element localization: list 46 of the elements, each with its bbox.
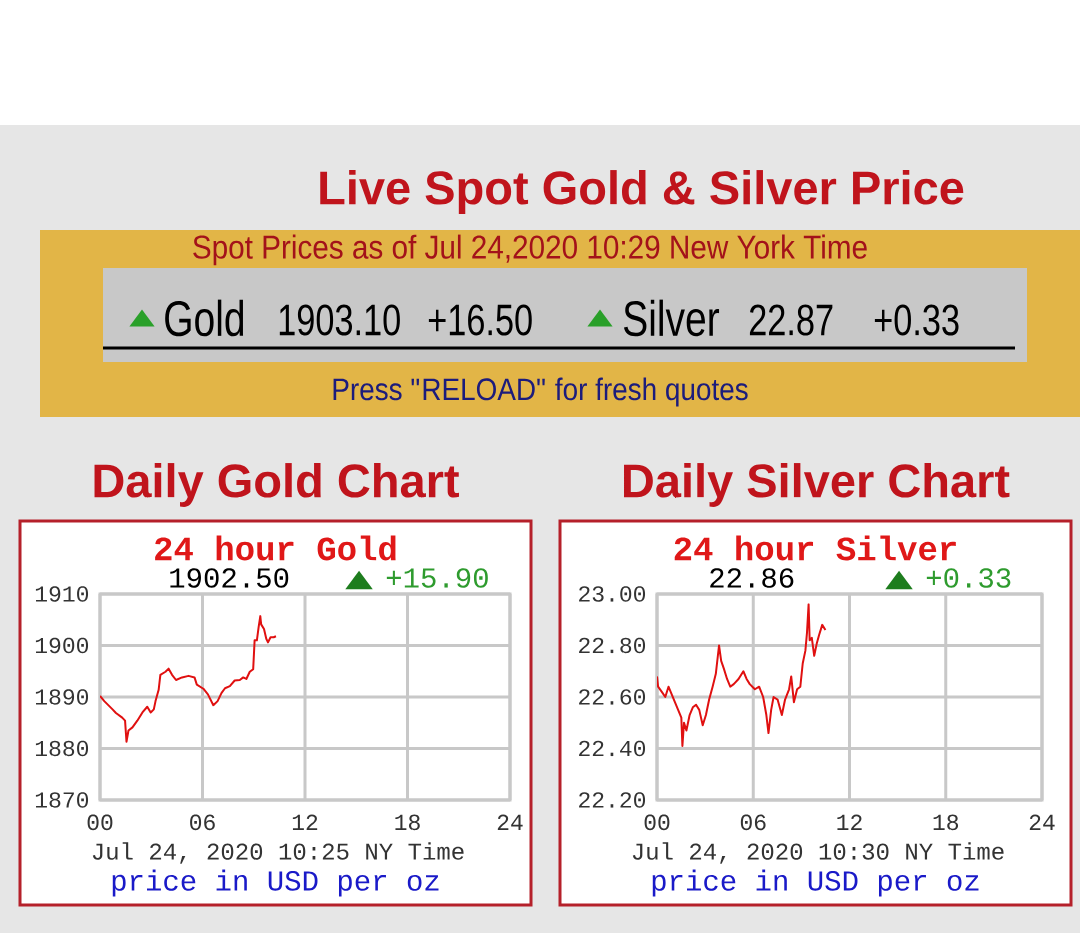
x-tick-label: 12 — [292, 814, 318, 830]
y-tick-label: 1890 — [35, 689, 89, 705]
chart-subtitle: 24 hour Gold — [155, 535, 396, 561]
y-tick-label: 22.40 — [579, 740, 646, 757]
y-tick-label: 1910 — [35, 586, 89, 602]
y-tick-label: 1900 — [35, 637, 89, 654]
text: Spot Prices as of Jul 24,2020 10:29 New York Time — [193, 234, 867, 266]
text: 22.86 — [710, 568, 794, 588]
x-tick-label: 00 — [644, 814, 670, 831]
x-tick-label: 00 — [87, 814, 113, 831]
chart-title: Daily Gold Chart — [94, 463, 460, 507]
x-tick-label: 06 — [190, 814, 215, 831]
text: ▲ — [885, 570, 913, 590]
x-axis-title: Jul 24, 2020 10:30 NY Time — [632, 842, 1004, 864]
x-tick-label: 24 — [497, 814, 523, 830]
y-tick-label: 23.00 — [579, 586, 646, 602]
y-tick-label: 22.60 — [579, 689, 646, 705]
text: +15.90 — [386, 568, 488, 588]
text: +0.33 — [926, 568, 1011, 588]
text: ▲ — [345, 570, 373, 590]
text: 1903.10 — [279, 304, 400, 336]
y-tick-label: 1870 — [35, 792, 89, 808]
text: Silver — [623, 299, 720, 337]
y-tick-label: 1880 — [35, 740, 89, 757]
chart-title: Daily Silver Chart — [624, 463, 1010, 507]
text: 1902.50 — [170, 568, 289, 588]
text: ▲ — [129, 309, 155, 327]
text: Press "RELOAD" for fresh quotes — [333, 377, 748, 407]
text: ▲ — [587, 309, 613, 327]
x-axis-title: Jul 24, 2020 10:25 NY Time — [92, 842, 464, 864]
y-tick-label: 22.80 — [579, 637, 646, 654]
x-tick-label: 18 — [395, 814, 420, 831]
x-tick-label: 18 — [933, 814, 959, 831]
x-tick-label: 12 — [837, 814, 862, 830]
text: +0.33 — [874, 304, 959, 336]
text: price in USD per oz — [112, 869, 439, 897]
text: price in USD per oz — [652, 869, 979, 897]
x-tick-label: 24 — [1029, 814, 1055, 830]
text: Gold — [165, 299, 244, 337]
text: 22.87 — [749, 304, 833, 336]
line-series — [100, 615, 277, 743]
text: +16.50 — [428, 304, 532, 336]
text: Live Spot Gold & Silver Price — [320, 170, 964, 214]
chart-subtitle: 24 hour Silver — [674, 535, 956, 561]
x-tick-label: 06 — [740, 814, 766, 831]
y-tick-label: 22.20 — [579, 792, 646, 808]
